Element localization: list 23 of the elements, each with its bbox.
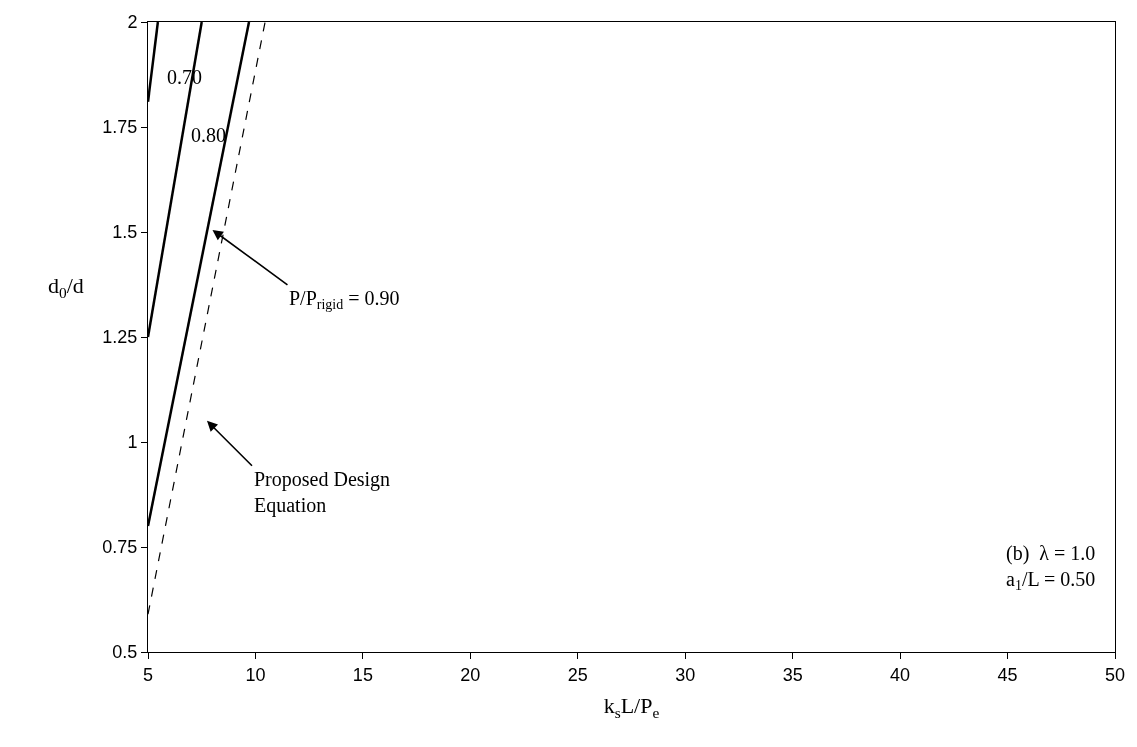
x-tick-label: 30 — [675, 664, 696, 685]
x-tick-label: 10 — [245, 664, 266, 685]
y-tick-label: 1.5 — [112, 222, 138, 243]
y-tick-label: 1 — [127, 432, 138, 453]
annotation: P/P$_{rigid}$ = 0.90 — [289, 287, 400, 313]
y-axis-title: d$_{0}$/d — [48, 273, 84, 301]
annotation: (b) λ = 1.0 a$_{1}$/L = 0.50 — [1006, 542, 1096, 594]
x-tick-label: 40 — [890, 664, 911, 685]
annotation: Proposed Design Equation — [254, 468, 391, 517]
y-tick-label: 0.75 — [102, 537, 138, 558]
y-tick-label: 0.5 — [112, 642, 138, 663]
x-tick-label: 5 — [142, 664, 154, 685]
y-tick-label: 2 — [127, 12, 138, 33]
y-tick-label: 1.75 — [102, 117, 138, 138]
x-tick-label: 50 — [1104, 664, 1126, 685]
x-tick-label: 35 — [782, 664, 803, 685]
x-axis-title: k$_{s}$L/P$_{e}$ — [603, 693, 660, 722]
x-tick-label: 25 — [567, 664, 588, 685]
annotation: 0.80 — [191, 124, 226, 146]
x-tick-label: 45 — [997, 664, 1018, 685]
x-tick-label: 20 — [460, 664, 481, 685]
y-tick-label: 1.25 — [102, 327, 138, 348]
x-tick-label: 15 — [352, 664, 373, 685]
